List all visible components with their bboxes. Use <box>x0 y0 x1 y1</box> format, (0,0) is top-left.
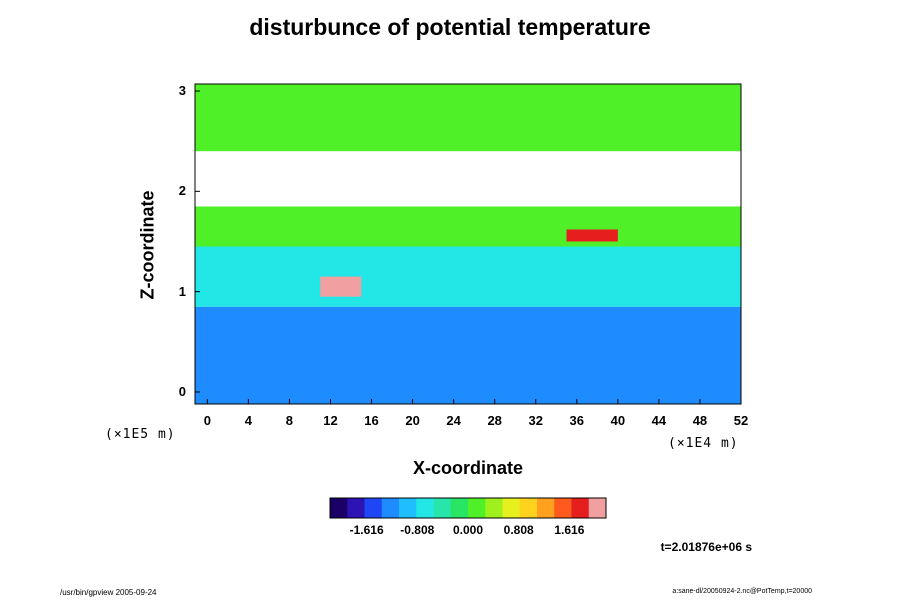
heatmap-region <box>195 151 741 207</box>
y-axis-unit: (×1E5 m) <box>105 427 176 442</box>
heatmap-region <box>195 206 741 247</box>
x-tick-label: 0 <box>203 413 211 428</box>
colorbar <box>329 497 607 519</box>
colorbar-swatch <box>588 498 607 518</box>
y-tick-label: 2 <box>178 183 186 199</box>
tick-marks <box>195 90 742 404</box>
x-axis-unit: (×1E4 m) <box>668 436 739 451</box>
heatmap-field <box>195 84 741 404</box>
x-tick-label: 4 <box>244 413 252 428</box>
plot-frame <box>194 83 742 405</box>
y-axis-label: Z-coordinate <box>137 190 158 300</box>
colorbar-tick-label: -1.616 <box>349 523 384 537</box>
x-tick-label: 16 <box>364 413 379 428</box>
y-tick-label: 3 <box>178 83 186 99</box>
colorbar-tick-label: 1.616 <box>554 523 585 537</box>
heatmap-region <box>566 229 618 242</box>
x-tick-label: 32 <box>528 413 543 428</box>
colorbar-swatch <box>485 498 503 518</box>
colorbar-swatch <box>364 498 383 518</box>
x-tick-label: 24 <box>446 413 461 428</box>
colorbar-swatch <box>502 498 521 518</box>
colorbar-swatch <box>519 498 538 518</box>
footer-left: /usr/bin/gpview 2005-09-24 <box>60 588 157 597</box>
colorbar-swatch <box>537 498 555 518</box>
x-tick-label: 20 <box>405 413 420 428</box>
colorbar-frame <box>329 497 607 519</box>
y-tick-label: 1 <box>178 283 186 299</box>
x-axis-label: X-coordinate <box>412 458 523 478</box>
colorbar-tick-label: 0.000 <box>452 523 484 537</box>
colorbar-swatch <box>571 498 590 518</box>
colorbar-swatch <box>433 498 452 518</box>
colorbar-swatch <box>381 498 400 518</box>
time-annotation: t=2.01876e+06 s <box>660 540 752 554</box>
x-tick-label: 12 <box>323 413 338 428</box>
chart-title: disturbunce of potential temperature <box>249 14 651 40</box>
colorbar-swatch <box>399 498 417 518</box>
colorbar-swatch <box>416 498 434 518</box>
footer-right: a:sane-dl/20050924-2.nc@PotTemp,t=20000 <box>672 588 812 595</box>
colorbar-swatch <box>554 498 572 518</box>
colorbar-swatch <box>330 498 348 518</box>
x-tick-label: 52 <box>733 413 749 428</box>
heatmap-region <box>195 246 741 307</box>
heatmap-region <box>320 276 362 297</box>
y-tick-label: 0 <box>178 383 186 399</box>
colorbar-swatch <box>468 498 486 518</box>
x-tick-label: 8 <box>285 413 294 428</box>
colorbar-swatch <box>450 498 469 518</box>
colorbar-tick-label: -0.808 <box>400 523 435 537</box>
x-tick-label: 48 <box>692 413 708 428</box>
heatmap-region <box>195 306 741 404</box>
colorbar-swatch <box>347 498 365 518</box>
colorbar-tick-label: 0.808 <box>503 523 534 537</box>
x-tick-label: 28 <box>487 413 502 428</box>
heatmap-region <box>195 84 741 152</box>
x-tick-label: 44 <box>651 413 667 428</box>
x-tick-label: 40 <box>610 413 626 428</box>
x-tick-label: 36 <box>569 413 585 428</box>
